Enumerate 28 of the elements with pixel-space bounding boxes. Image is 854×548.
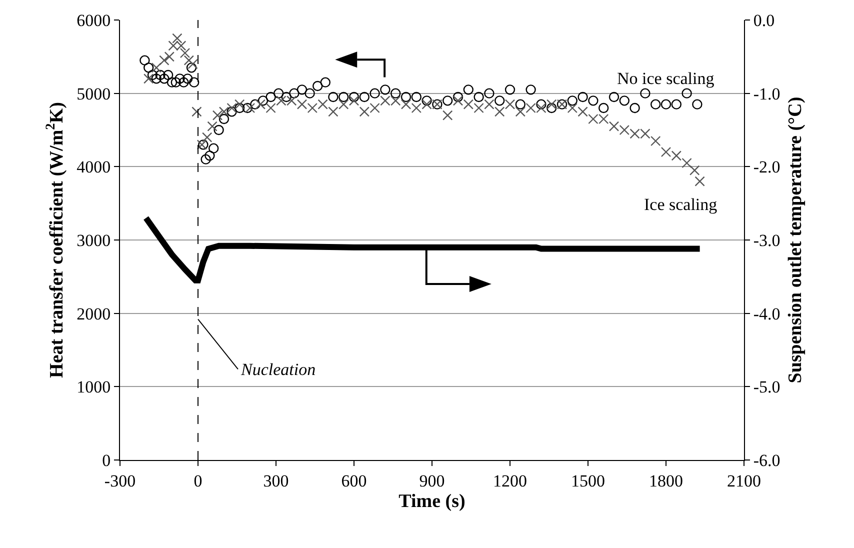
y2-tick-label: -4.0 <box>753 304 780 324</box>
y2-tick-label: -2.0 <box>753 158 780 177</box>
y2-axis-title: Suspension outlet temperature (°C) <box>785 96 806 384</box>
x-tick-label: 900 <box>419 471 445 490</box>
y2-tick-label: -6.0 <box>753 450 780 470</box>
x-tick-label: 600 <box>341 471 367 490</box>
y-tick-label: 3000 <box>76 230 111 250</box>
y2-tick-label: -3.0 <box>753 230 780 250</box>
y-tick-label: 2000 <box>76 304 111 324</box>
y-tick-label: 0 <box>102 450 111 470</box>
x-axis-title: Time (s) <box>398 491 466 512</box>
y2-tick-label: -5.0 <box>753 378 780 397</box>
x-tick-label: 1800 <box>649 471 683 490</box>
series-label: No ice scaling <box>617 69 715 88</box>
x-tick-label: 0 <box>194 471 202 490</box>
y2-tick-label: 0.0 <box>753 10 775 30</box>
x-tick-label: 1500 <box>571 471 605 490</box>
y2-tick-label: -1.0 <box>753 84 780 104</box>
y-tick-label: 5000 <box>76 84 111 104</box>
x-tick-label: -300 <box>104 471 136 490</box>
y-tick-label: 4000 <box>76 158 111 177</box>
x-tick-label: 1200 <box>493 471 527 490</box>
x-tick-label: 300 <box>263 471 289 490</box>
series-label: Ice scaling <box>644 195 718 214</box>
y-tick-label: 6000 <box>76 10 111 30</box>
ref-line-label: Nucleation <box>240 360 316 379</box>
y-tick-label: 1000 <box>76 378 111 397</box>
x-tick-label: 2100 <box>727 471 761 490</box>
